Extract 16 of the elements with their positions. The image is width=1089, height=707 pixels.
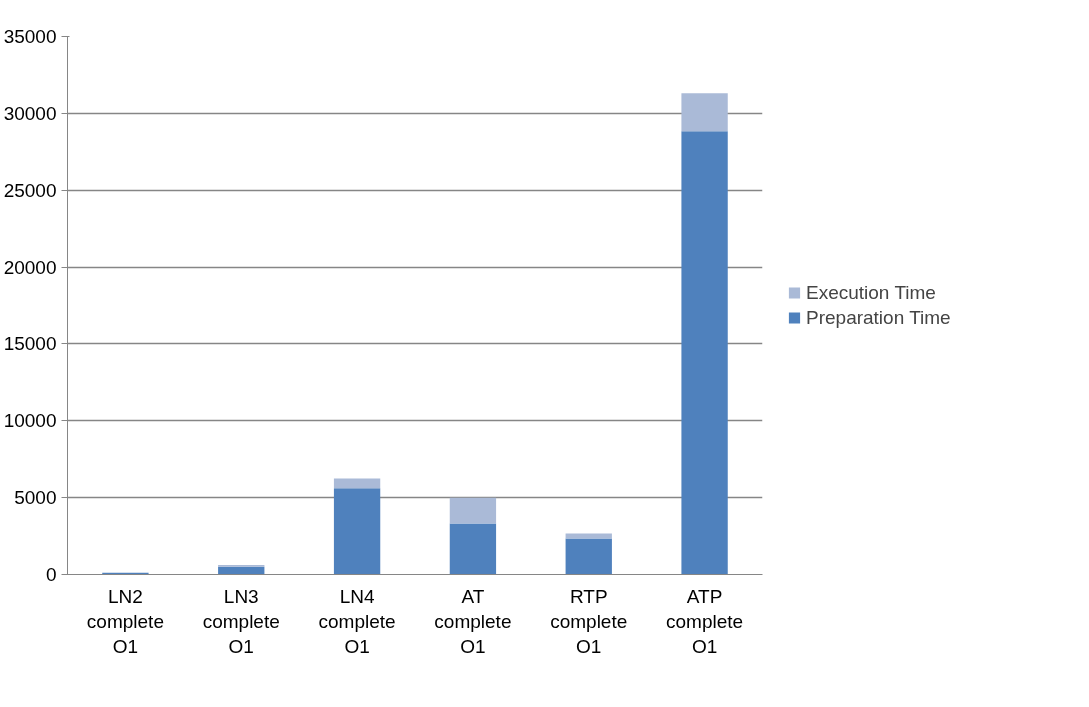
legend-label: Execution Time: [806, 281, 936, 304]
y-tick-label: 10000: [3, 410, 57, 432]
legend-label: Preparation Time: [806, 306, 951, 329]
y-tick-label: 20000: [3, 256, 57, 278]
x-tick-label: RTP complete O1: [550, 585, 628, 657]
y-tick-label: 5000: [14, 487, 57, 509]
x-tick-label: LN2 complete O1: [86, 585, 164, 657]
y-tick-label: 25000: [3, 179, 57, 201]
x-tick-label: LN4 complete O1: [318, 585, 396, 657]
x-tick-label: AT complete O1: [434, 585, 512, 657]
y-tick-label: 35000: [3, 26, 57, 47]
y-tick-label: 0: [45, 564, 57, 585]
y-tick-label: 30000: [3, 102, 57, 124]
y-tick-label: 15000: [3, 333, 57, 355]
x-tick-label: ATP complete O1: [666, 585, 744, 657]
x-tick-label: LN3 complete O1: [202, 585, 280, 657]
